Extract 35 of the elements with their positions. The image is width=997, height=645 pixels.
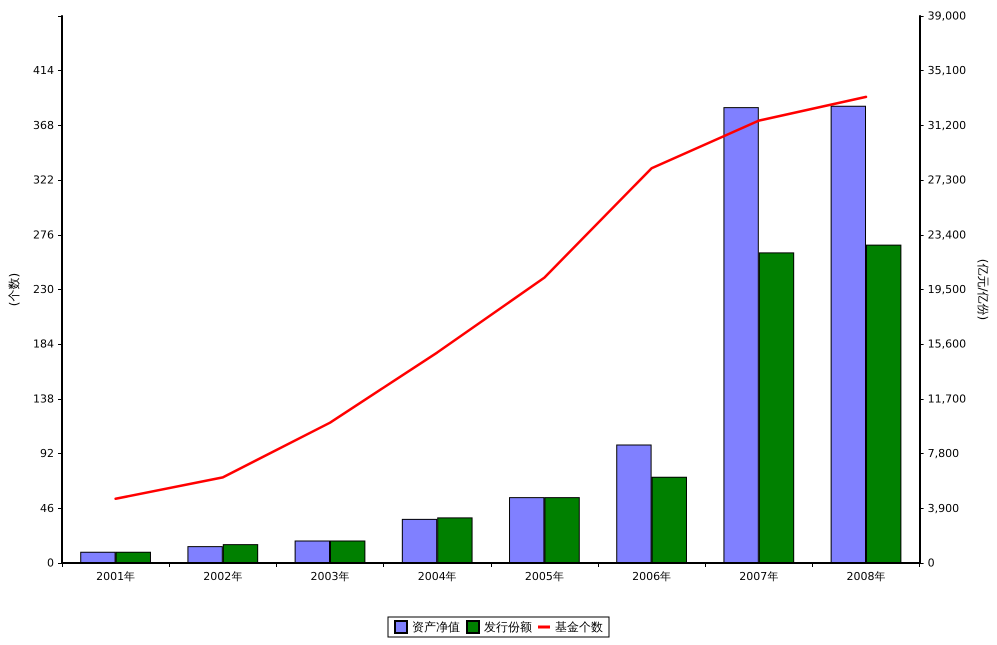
x-tick-label: 2003年 [310,570,350,583]
legend-label: 资产净值 [412,620,460,634]
y2-tick-label: 19,500 [928,283,966,296]
y-tick-label: 0 [47,556,54,570]
x-tick-label: 2004年 [418,570,457,583]
y2-tick-label: 27,300 [928,174,966,187]
y-tick-label: 92 [40,447,54,460]
y2-tick-label: 3,900 [928,502,960,515]
x-tick-label: 2008年 [846,570,886,583]
x-tick-label: 2001年 [96,570,136,583]
legend-label: 发行份额 [484,620,532,634]
y-tick-label: 138 [33,392,54,406]
line-series [114,96,868,500]
y-tick-label: 230 [33,283,54,296]
legend-label: 基金个数 [555,620,603,634]
y-axis-title: (个数) [7,272,21,306]
y2-tick-label: 31,200 [928,118,966,132]
y-tick-label: 276 [33,228,54,242]
y2-tick-label: 0 [928,556,935,570]
y2-tick-label: 15,600 [928,338,966,351]
y2-tick-label: 7,800 [928,447,960,460]
y2-tick-label: 23,400 [928,228,966,242]
y-tick-label: 414 [33,64,54,78]
y2-tick-label: 39,000 [928,10,966,22]
x-tick-label: 2006年 [632,570,672,583]
y-tick-label: 46 [40,502,54,515]
y-tick-label: 184 [33,338,54,351]
x-tick-label: 2005年 [524,570,564,583]
x-tick-label: 2002年 [203,570,242,583]
y2-tick-label: 11,700 [928,392,966,406]
y2-tick-label: 35,100 [928,64,966,78]
y2-axis-title: (亿元/亿份) [976,258,990,320]
y-tick-label: 368 [33,118,54,132]
x-tick-label: 2007年 [739,570,778,583]
y-tick-label: 322 [33,174,54,187]
